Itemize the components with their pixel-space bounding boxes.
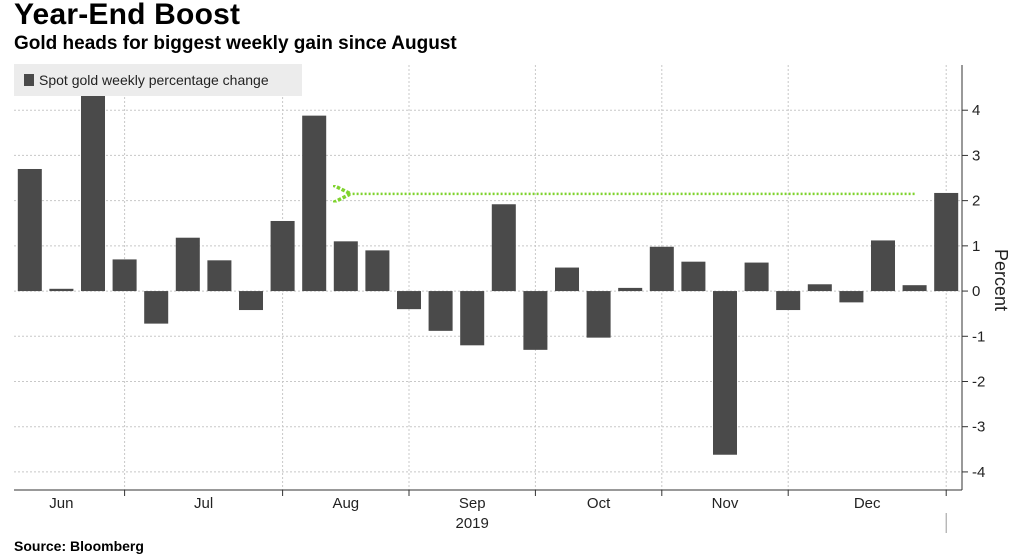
x-tick-label: Nov [712, 495, 739, 512]
bar [839, 291, 864, 303]
y-tick-label: 3 [972, 147, 980, 164]
x-year-label: 2019 [456, 515, 489, 532]
y-tick-label: -1 [972, 328, 985, 345]
axes: -4 -3 -2 -1 0 1 2 3 4 Jun Jul Aug Sep Oct Nov Dec 2019 [14, 65, 985, 533]
legend-background [14, 64, 302, 96]
bar [870, 240, 896, 292]
bar [207, 260, 232, 292]
bar [333, 241, 358, 292]
y-tick-label: 2 [972, 193, 980, 210]
bar [618, 287, 643, 292]
x-tick-label: Aug [332, 495, 359, 512]
y-tick-label: -3 [972, 419, 985, 436]
bar [649, 246, 674, 292]
x-tick-label: Dec [854, 495, 881, 512]
bar [586, 291, 611, 338]
bar [80, 95, 106, 292]
bar [270, 220, 295, 292]
bar [396, 291, 422, 310]
bar [491, 204, 516, 292]
bar [554, 267, 580, 292]
chart-title: Year-End Boost [14, 0, 241, 31]
x-tick-label: Jun [49, 495, 73, 512]
bar [428, 291, 453, 331]
legend-swatch [24, 74, 34, 86]
bar [934, 192, 959, 292]
bar [902, 285, 927, 292]
bar [523, 291, 548, 350]
y-tick-label: 1 [972, 238, 980, 255]
bar [112, 259, 137, 292]
bar [302, 115, 327, 292]
bar [144, 291, 169, 324]
chart-subtitle: Gold heads for biggest weekly gain since… [14, 33, 457, 54]
y-axis-label: Percent [991, 249, 1011, 311]
x-tick-label: Sep [459, 495, 486, 512]
bar [807, 284, 832, 292]
bar [238, 291, 264, 311]
x-tick-label: Jul [194, 495, 213, 512]
bar [365, 250, 390, 292]
y-tick-label: -4 [972, 464, 985, 481]
x-tick-label: Oct [587, 495, 611, 512]
chart-grid [14, 65, 962, 490]
y-tick-label: 0 [972, 283, 980, 300]
bar [712, 291, 738, 455]
bar [776, 291, 801, 311]
bar [744, 262, 769, 292]
bar-series [17, 95, 959, 455]
bar [175, 237, 200, 292]
y-tick-label: -2 [972, 373, 985, 390]
y-tick-label: 4 [972, 102, 980, 119]
bar [17, 168, 42, 292]
source-note: Source: Bloomberg [14, 538, 144, 554]
bar [460, 291, 485, 346]
legend-label: Spot gold weekly percentage change [39, 72, 269, 88]
bar [681, 261, 706, 292]
bar [49, 288, 74, 292]
chart-legend: Spot gold weekly percentage change [14, 64, 302, 96]
